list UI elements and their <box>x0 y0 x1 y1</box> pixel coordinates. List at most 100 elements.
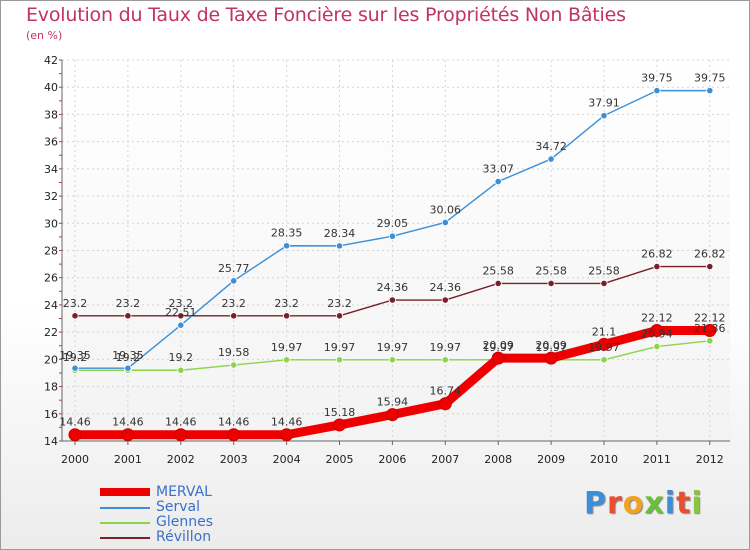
data-label-serval: 37.91 <box>588 97 620 110</box>
proxiti-logo: Proxiti <box>584 486 703 521</box>
data-point-revillon <box>388 296 396 304</box>
logo-letter: i <box>691 486 703 521</box>
logo-letter: P <box>584 486 607 521</box>
data-label-revillon: 23.2 <box>116 297 141 310</box>
data-point-serval <box>71 364 79 372</box>
data-label-glennes: 19.97 <box>535 341 567 354</box>
data-label-serval: 33.07 <box>482 163 514 176</box>
data-point-merval <box>174 428 188 442</box>
data-label-glennes: 19.2 <box>63 351 88 364</box>
y-tick-label: 30 <box>44 217 58 230</box>
data-point-merval <box>385 408 399 422</box>
data-point-serval <box>547 155 555 163</box>
data-label-merval: 14.46 <box>59 416 91 429</box>
data-point-revillon <box>124 312 132 320</box>
y-tick-label: 36 <box>44 136 58 149</box>
data-label-revillon: 23.2 <box>327 297 352 310</box>
legend-swatch-revillon <box>100 537 150 539</box>
data-label-serval: 28.35 <box>271 227 303 240</box>
data-point-merval <box>333 418 346 432</box>
data-label-serval: 25.77 <box>218 262 250 275</box>
data-label-merval: 14.46 <box>112 416 144 429</box>
data-point-glennes <box>388 356 396 364</box>
data-point-serval <box>282 242 291 250</box>
data-label-revillon: 23.2 <box>63 297 88 310</box>
data-point-serval <box>335 242 344 250</box>
data-point-serval <box>177 321 185 329</box>
data-label-merval: 15.94 <box>377 396 409 409</box>
data-label-revillon: 24.36 <box>430 281 462 294</box>
data-point-merval <box>68 428 82 442</box>
data-label-glennes: 20.94 <box>641 328 673 341</box>
legend-label-serval: Serval <box>156 499 201 515</box>
data-label-revillon: 26.82 <box>641 248 673 261</box>
data-point-revillon <box>177 312 185 320</box>
y-tick-label: 38 <box>44 108 58 121</box>
x-tick-label: 2005 <box>326 453 354 466</box>
data-point-merval <box>491 351 505 365</box>
data-label-glennes: 19.97 <box>271 341 303 354</box>
data-label-merval: 15.18 <box>324 406 356 419</box>
data-label-serval: 22.51 <box>165 306 197 319</box>
data-label-merval: 21.1 <box>592 325 617 338</box>
x-tick-label: 2000 <box>61 453 89 466</box>
data-label-glennes: 19.97 <box>482 341 514 354</box>
data-point-revillon <box>706 262 714 271</box>
legend-swatch-glennes <box>100 522 150 524</box>
data-point-revillon <box>71 312 79 320</box>
data-point-serval <box>230 277 238 285</box>
legend-label-glennes: Glennes <box>156 514 214 530</box>
data-point-revillon <box>547 279 555 288</box>
data-point-serval <box>388 232 396 240</box>
data-point-merval <box>227 428 241 442</box>
data-label-glennes: 19.97 <box>588 341 620 354</box>
data-point-glennes <box>282 356 291 364</box>
logo-letter: r <box>607 486 623 521</box>
data-label-glennes: 19.2 <box>169 351 194 364</box>
logo-letter: i <box>664 486 677 521</box>
y-tick-label: 40 <box>44 81 58 94</box>
y-tick-label: 22 <box>44 326 58 339</box>
data-point-merval <box>438 397 452 411</box>
data-label-merval: 14.46 <box>271 416 303 429</box>
data-label-serval: 19.35 <box>59 349 91 362</box>
data-point-merval <box>544 351 558 365</box>
y-tick-label: 34 <box>44 163 58 176</box>
data-label-revillon: 26.82 <box>694 248 726 261</box>
legend-item-merval: MERVAL <box>100 484 300 500</box>
x-tick-label: 2010 <box>590 453 618 466</box>
data-point-glennes <box>177 366 185 374</box>
data-label-merval: 14.46 <box>218 416 250 429</box>
y-tick-label: 32 <box>44 190 58 203</box>
y-tick-label: 24 <box>44 299 58 312</box>
logo-letter: o <box>622 486 645 521</box>
y-tick-label: 42 <box>44 54 58 67</box>
data-label-glennes: 19.58 <box>218 346 250 359</box>
data-point-glennes <box>441 356 449 364</box>
legend-item-serval: Serval <box>100 499 300 515</box>
y-axis-unit: (en %) <box>26 29 63 42</box>
data-point-revillon <box>441 296 449 304</box>
data-label-glennes: 19.97 <box>377 341 409 354</box>
data-point-revillon <box>282 312 291 320</box>
x-tick-label: 2006 <box>378 453 406 466</box>
logo-letter: x <box>644 486 665 521</box>
legend-item-glennes: Glennes <box>100 514 300 530</box>
data-point-revillon <box>494 279 502 288</box>
data-point-glennes <box>653 342 661 351</box>
data-point-glennes <box>600 356 608 364</box>
data-label-merval: 20.09 <box>482 339 514 352</box>
data-label-revillon: 23.2 <box>169 297 194 310</box>
chart-title: Evolution du Taux de Taxe Foncière sur l… <box>26 4 626 26</box>
data-label-serval: 30.06 <box>430 203 462 216</box>
data-label-merval: 22.12 <box>694 312 726 325</box>
y-tick-label: 26 <box>44 272 58 285</box>
legend-label-merval: MERVAL <box>156 484 212 500</box>
x-tick-label: 2001 <box>114 453 142 466</box>
data-label-serval: 39.75 <box>694 72 726 85</box>
data-point-serval <box>706 87 714 95</box>
y-tick-label: 14 <box>44 435 58 448</box>
data-label-glennes: 21.36 <box>694 322 726 335</box>
data-label-revillon: 25.58 <box>535 264 567 277</box>
legend-swatch-merval <box>100 488 150 496</box>
